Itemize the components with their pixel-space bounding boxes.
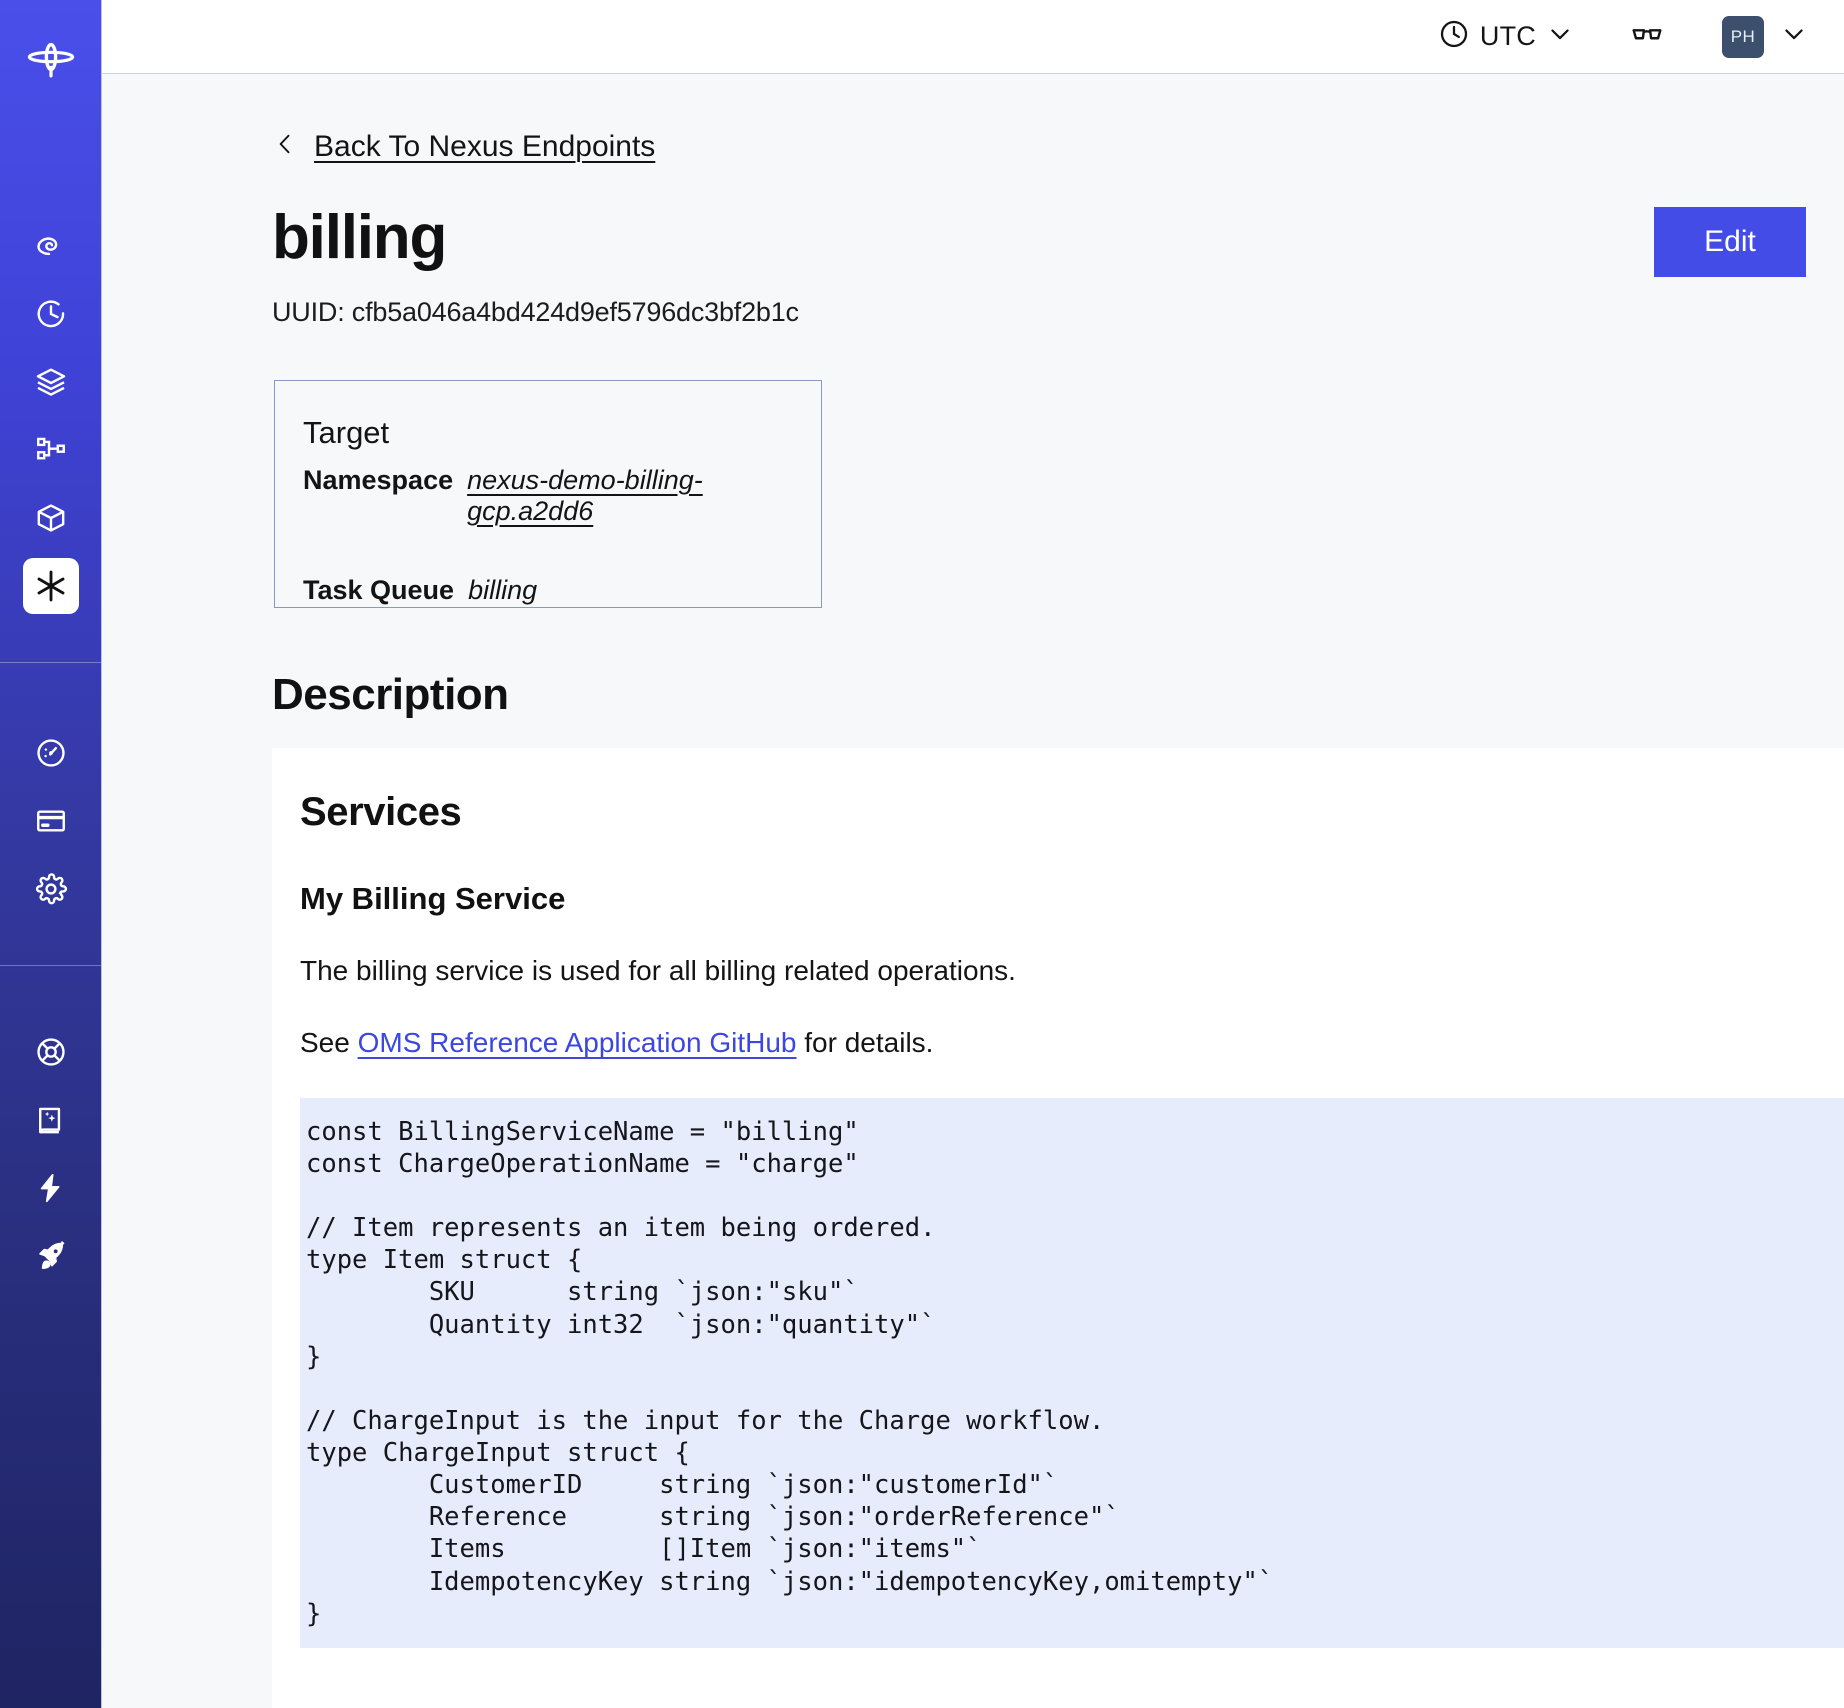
sidebar-item-billing[interactable]	[23, 793, 79, 849]
rocket-icon	[34, 1239, 68, 1273]
back-link-label: Back To Nexus Endpoints	[314, 129, 656, 163]
gear-icon	[34, 872, 68, 906]
sidebar-item-recent[interactable]	[23, 286, 79, 342]
description-panel: Services My Billing Service The billing …	[272, 748, 1844, 1708]
avatar: PH	[1722, 15, 1764, 58]
sidebar-divider-2	[0, 965, 101, 966]
billing-service-heading: My Billing Service	[300, 881, 566, 916]
edit-button[interactable]: Edit	[1654, 207, 1806, 277]
namespace-eye-icon	[34, 229, 68, 263]
see-details-paragraph: See OMS Reference Application GitHub for…	[300, 1025, 1844, 1061]
main-region: UTC PH	[102, 0, 1844, 1708]
billing-service-paragraph: The billing service is used for all bill…	[300, 955, 1016, 986]
sidebar-item-whats-new[interactable]	[23, 1160, 79, 1216]
sidebar-group-account	[0, 663, 101, 923]
lightning-bolt-icon	[34, 1171, 68, 1205]
book-sparkle-icon	[34, 1103, 68, 1137]
lifebuoy-icon	[34, 1035, 68, 1069]
page-content: Back To Nexus Endpoints billing Edit UUI…	[102, 74, 1844, 1708]
sidebar-item-support[interactable]	[23, 1024, 79, 1080]
target-namespace-row: Namespace nexus-demo-billing-gcp.a2dd6	[303, 465, 821, 527]
chevron-down-icon	[1780, 20, 1808, 53]
sidebar-item-usage[interactable]	[23, 725, 79, 781]
oms-github-link[interactable]: OMS Reference Application GitHub	[357, 1027, 797, 1059]
layers-icon	[34, 365, 68, 399]
gauge-icon	[34, 736, 68, 770]
sidebar-item-getting-started[interactable]	[23, 1228, 79, 1284]
sidebar-group-primary	[0, 118, 101, 620]
sidebar-item-nexus[interactable]	[22, 558, 79, 614]
sidebar-item-settings[interactable]	[23, 861, 79, 917]
chevron-down-icon	[1546, 20, 1574, 53]
sidebar-item-workflows[interactable]	[23, 354, 79, 410]
target-card: Target Namespace nexus-demo-billing-gcp.…	[274, 380, 822, 608]
app-logo[interactable]	[0, 0, 101, 118]
description-heading: Description	[272, 670, 509, 719]
glasses-icon	[1630, 17, 1664, 56]
sidebar-item-schedules[interactable]	[23, 422, 79, 478]
asterisk-nexus-icon	[32, 567, 70, 605]
credit-card-icon	[34, 804, 68, 838]
temporal-logo-icon	[24, 30, 78, 89]
services-heading: Services	[300, 790, 462, 834]
data-encoder-button[interactable]	[1630, 17, 1664, 56]
user-menu[interactable]: PH	[1722, 15, 1808, 58]
sidebar-divider-1	[0, 662, 101, 663]
sidebar-item-docs[interactable]	[23, 1092, 79, 1148]
page-header-row: billing Edit	[102, 165, 1844, 277]
task-queue-label: Task Queue	[303, 575, 455, 605]
target-task-queue-row: Task Queue billing	[303, 575, 821, 606]
see-suffix: for details.	[796, 1027, 934, 1059]
see-prefix: See	[300, 1027, 358, 1059]
namespace-label: Namespace	[303, 465, 454, 495]
left-sidebar	[0, 0, 102, 1708]
recent-clock-icon	[34, 297, 68, 331]
sidebar-group-help	[0, 966, 101, 1290]
target-heading: Target	[303, 415, 390, 450]
cube-icon	[34, 501, 68, 535]
sidebar-item-namespaces[interactable]	[23, 218, 79, 274]
chevron-left-icon	[272, 128, 298, 165]
sidebar-item-batch[interactable]	[23, 490, 79, 546]
schedules-tree-icon	[34, 433, 68, 467]
top-bar: UTC PH	[102, 0, 1844, 74]
go-code-block: const BillingServiceName = "billing" con…	[300, 1097, 1844, 1648]
page-title: billing	[272, 203, 447, 272]
clock-icon	[1438, 18, 1470, 55]
timezone-label: UTC	[1479, 21, 1536, 51]
endpoint-uuid: UUID: cfb5a046a4bd424d9ef5796dc3bf2b1c	[272, 297, 799, 327]
timezone-selector[interactable]: UTC	[1438, 18, 1574, 55]
back-link[interactable]: Back To Nexus Endpoints	[102, 74, 655, 165]
namespace-link[interactable]: nexus-demo-billing-gcp.a2dd6	[467, 465, 703, 526]
task-queue-value: billing	[468, 575, 538, 605]
